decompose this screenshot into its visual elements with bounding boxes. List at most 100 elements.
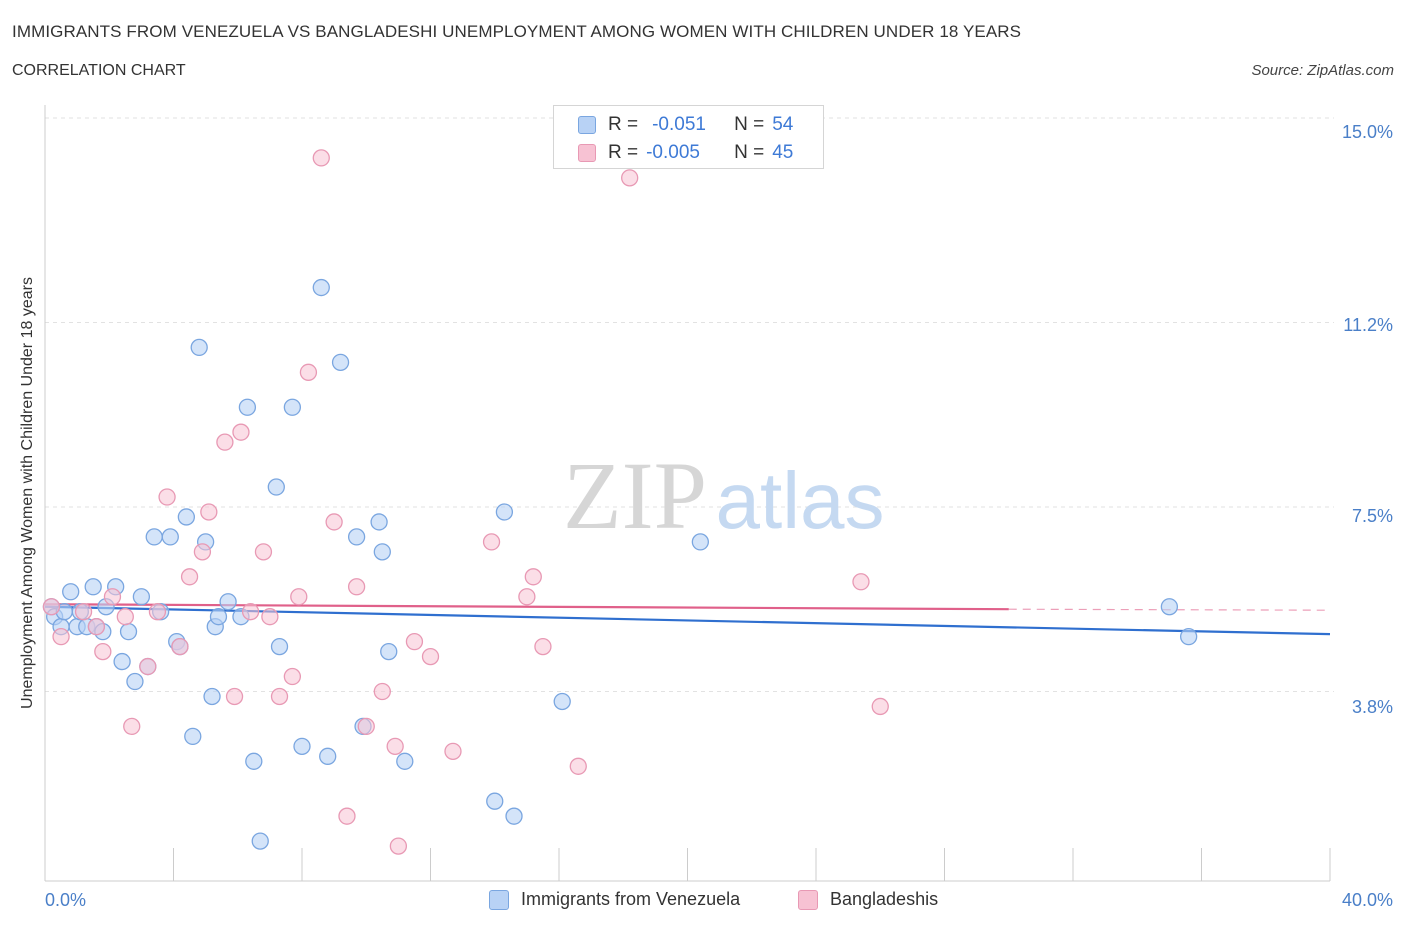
data-point-bangladeshis: [123, 717, 141, 736]
data-point-bangladeshis: [180, 568, 199, 586]
data-point-venezuela: [145, 528, 163, 546]
source-label: Source: ZipAtlas.com: [1251, 62, 1394, 79]
axes: [44, 105, 1331, 882]
data-point-venezuela: [132, 588, 151, 606]
data-point-bangladeshis: [338, 807, 356, 825]
data-point-venezuela: [283, 398, 302, 416]
watermark-atlas: atlas: [716, 456, 885, 545]
data-point-venezuela: [691, 533, 709, 551]
chart-subtitle: CORRELATION CHART: [12, 62, 186, 79]
chart-title: IMMIGRANTS FROM VENEZUELA VS BANGLADESHI…: [12, 22, 1022, 41]
trend-line-bangladeshis: [44, 603, 1009, 611]
data-point-bangladeshis: [74, 603, 93, 621]
y-axis-label: Unemployment Among Women with Children U…: [19, 277, 36, 709]
data-point-bangladeshis: [347, 578, 366, 596]
watermark-zip: ZIP: [563, 442, 707, 549]
bottom-legend-label: Bangladeshis: [830, 889, 939, 909]
legend-n-label: N =: [734, 142, 765, 163]
data-point-venezuela: [184, 727, 202, 746]
data-point-bangladeshis: [216, 433, 234, 451]
legend-swatch-pink: [578, 144, 596, 162]
data-point-bangladeshis: [290, 588, 308, 606]
data-point-bangladeshis: [386, 737, 404, 756]
bottom-legend-bangladeshis: Bangladeshis: [798, 889, 938, 910]
data-point-bangladeshis: [116, 608, 134, 626]
data-point-bangladeshis: [87, 618, 106, 636]
data-point-bangladeshis: [225, 687, 244, 706]
data-point-bangladeshis: [200, 503, 218, 521]
y-tick-label: 11.2%: [1343, 315, 1393, 335]
data-point-venezuela: [84, 578, 102, 596]
data-point-venezuela: [270, 637, 289, 656]
data-point-bangladeshis: [52, 627, 70, 646]
data-point-bangladeshis: [534, 637, 552, 656]
data-point-venezuela: [331, 353, 350, 372]
data-point-bangladeshis: [852, 573, 870, 591]
legend-row-venezuela: R = -0.051 N = 54: [578, 114, 793, 136]
data-point-venezuela: [267, 478, 285, 496]
legend-r-label: R =: [608, 114, 639, 135]
data-point-bangladeshis: [241, 603, 260, 621]
gridlines: [45, 117, 1334, 692]
data-point-venezuela: [396, 752, 414, 770]
data-point-bangladeshis: [283, 667, 302, 686]
legend-swatch-blue: [578, 116, 596, 134]
data-point-bangladeshis: [261, 608, 279, 626]
legend-r-value: -0.005: [646, 142, 700, 163]
legend-r-value: -0.051: [652, 114, 706, 135]
data-point-venezuela: [190, 338, 208, 357]
data-point-bangladeshis: [569, 757, 587, 775]
data-point-venezuela: [251, 832, 269, 850]
legend-row-bangladeshis: R = -0.005 N = 45: [578, 142, 793, 164]
data-point-bangladeshis: [171, 637, 189, 656]
data-point-venezuela: [486, 792, 504, 810]
data-point-venezuela: [380, 642, 398, 661]
data-point-bangladeshis: [139, 657, 157, 676]
data-point-bangladeshis: [94, 642, 112, 661]
data-point-venezuela: [245, 752, 263, 770]
data-point-venezuela: [62, 583, 80, 601]
bottom-legend-venezuela: Immigrants from Venezuela: [489, 889, 740, 910]
data-point-bangladeshis: [148, 603, 167, 621]
data-point-bangladeshis: [325, 513, 343, 531]
data-point-venezuela: [209, 608, 228, 626]
data-point-bangladeshis: [232, 423, 250, 441]
data-point-bangladeshis: [405, 632, 424, 651]
data-point-venezuela: [238, 398, 257, 416]
data-point-bangladeshis: [871, 697, 889, 716]
data-point-bangladeshis: [524, 568, 542, 586]
data-point-bangladeshis: [270, 687, 289, 706]
data-point-venezuela: [161, 528, 179, 546]
data-point-venezuela: [113, 652, 131, 671]
data-point-bangladeshis: [389, 837, 408, 855]
data-point-venezuela: [370, 513, 388, 531]
bottom-legend-swatch-blue: [489, 889, 509, 910]
data-point-venezuela: [505, 807, 523, 825]
data-point-bangladeshis: [158, 488, 176, 506]
data-point-bangladeshis: [357, 717, 375, 736]
data-point-venezuela: [177, 508, 196, 526]
data-point-venezuela: [373, 543, 391, 561]
legend-n-value: 54: [772, 114, 794, 135]
bottom-legend-label: Immigrants from Venezuela: [521, 889, 741, 909]
data-point-venezuela: [293, 737, 311, 756]
data-point-bangladeshis: [299, 363, 318, 381]
bottom-legend-swatch-pink: [798, 889, 818, 910]
y-tick-label: 15.0%: [1341, 122, 1393, 142]
data-point-bangladeshis: [421, 647, 440, 666]
data-point-venezuela: [347, 528, 366, 546]
series-venezuela-points: [42, 278, 1198, 850]
data-point-bangladeshis: [444, 742, 462, 760]
data-point-bangladeshis: [621, 169, 639, 187]
data-point-venezuela: [119, 623, 138, 641]
data-point-venezuela: [1180, 627, 1198, 646]
data-point-venezuela: [319, 747, 337, 765]
data-point-venezuela: [553, 692, 571, 711]
data-point-venezuela: [1160, 598, 1179, 616]
data-point-venezuela: [203, 687, 221, 706]
data-point-bangladeshis: [373, 682, 391, 701]
legend-r-label: R =: [608, 142, 639, 163]
data-point-bangladeshis: [42, 598, 61, 616]
data-point-venezuela: [219, 593, 237, 611]
